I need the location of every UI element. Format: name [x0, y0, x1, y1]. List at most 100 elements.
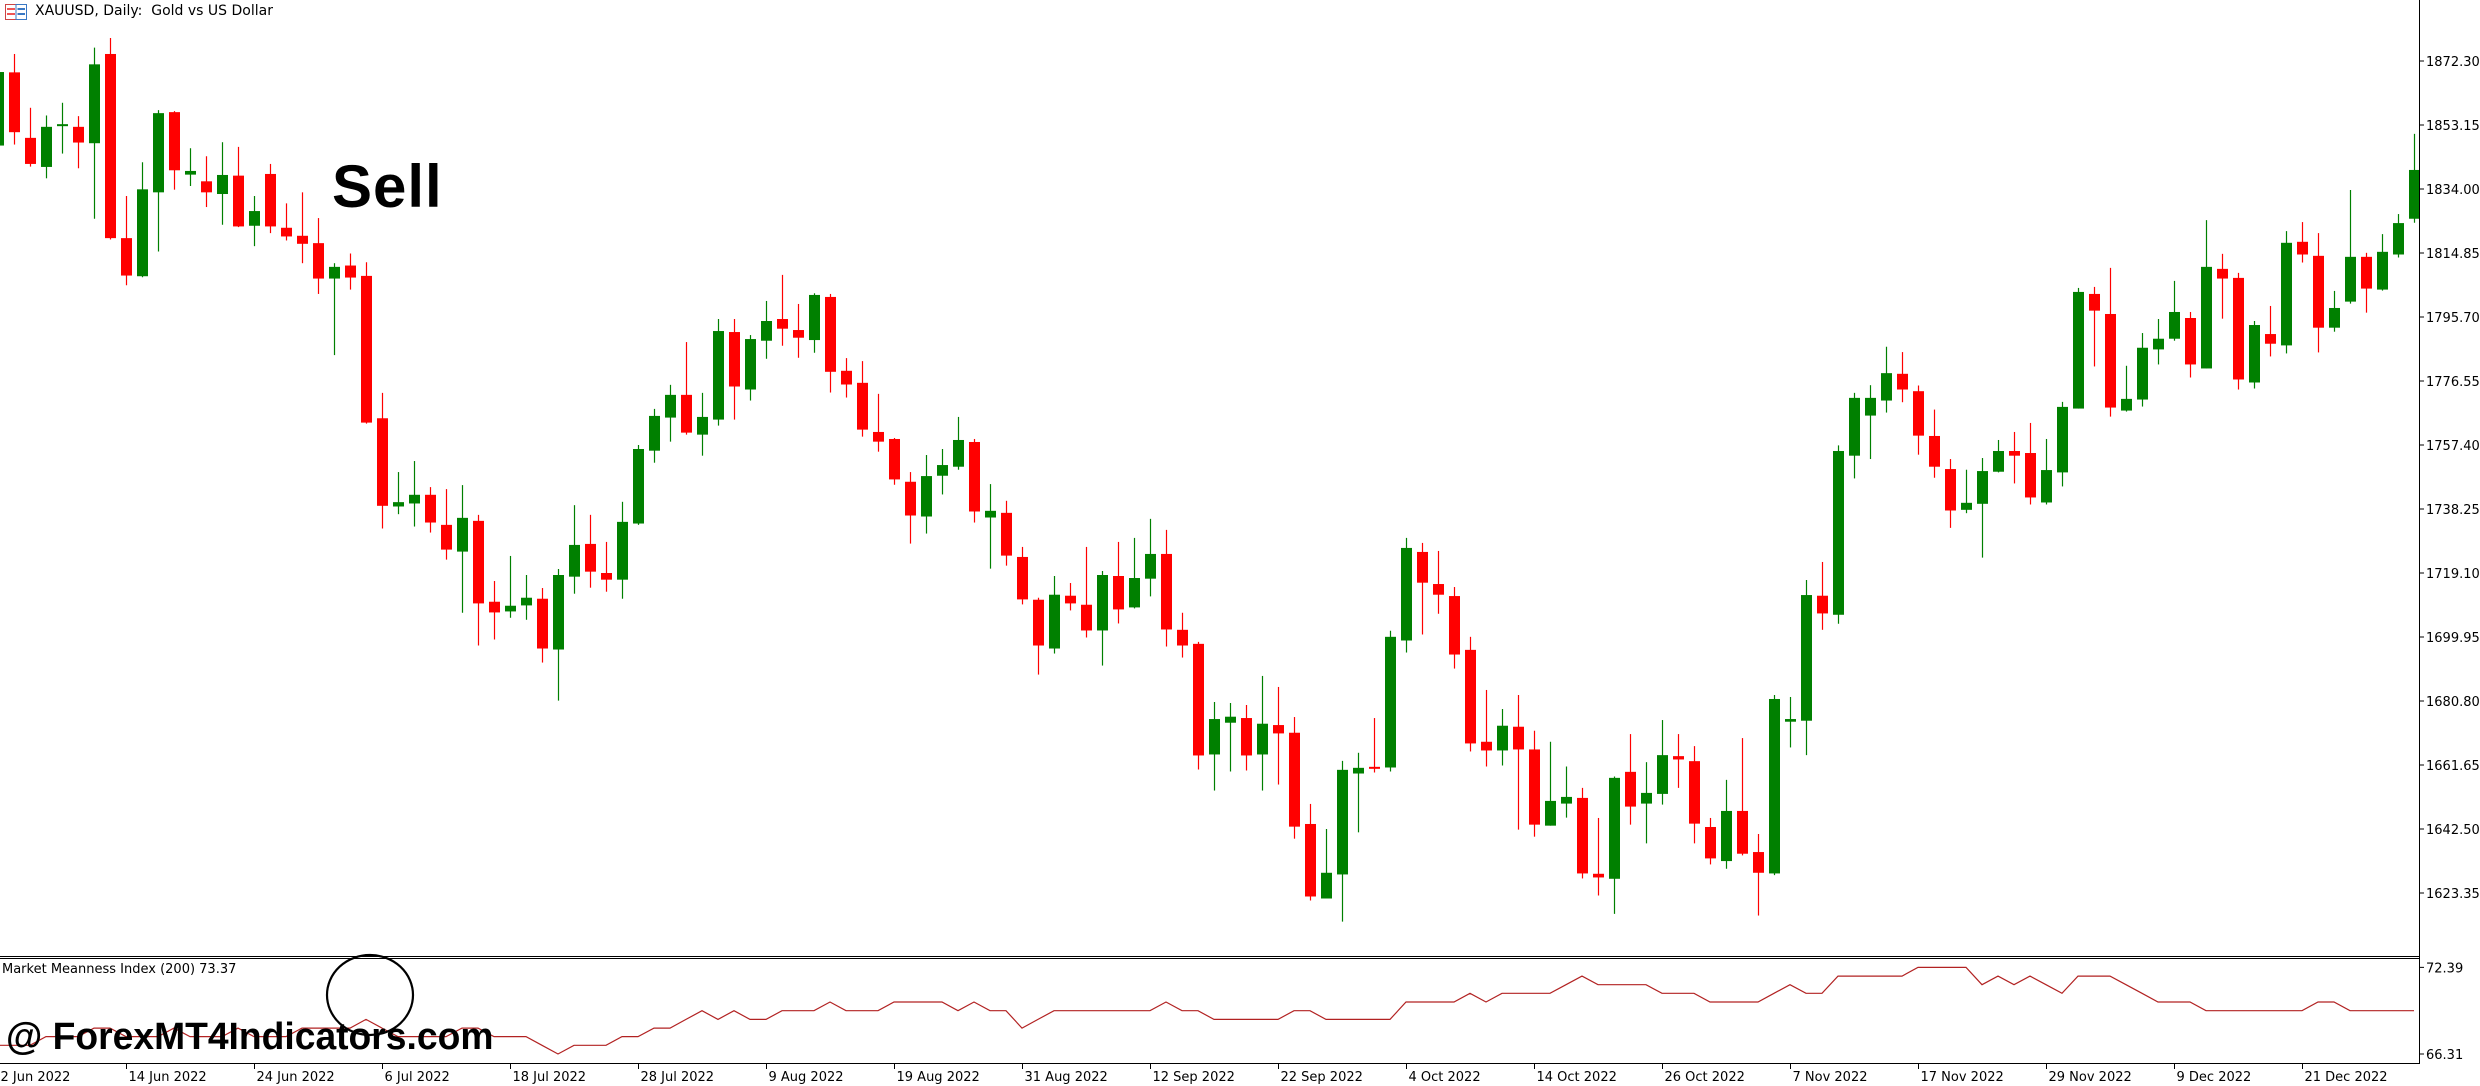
candle — [1177, 612, 1188, 658]
candle-body — [2137, 347, 2148, 400]
candle — [1993, 439, 2004, 473]
candle-body — [1161, 553, 1172, 630]
time-tick-label: 29 Nov 2022 — [2049, 1070, 2132, 1085]
price-tick-label: 1795.70 — [2426, 311, 2480, 326]
candle-body — [25, 137, 36, 164]
candle — [585, 514, 596, 588]
candle-body — [1689, 761, 1700, 824]
time-axis[interactable]: 2 Jun 2022 14 Jun 2022 24 Jun 2022 6 Jul 20… — [0, 1063, 2388, 1085]
candle — [937, 449, 948, 495]
candle — [1257, 675, 1268, 791]
candle-body — [393, 502, 404, 507]
candle — [121, 196, 132, 286]
candle — [1209, 701, 1220, 791]
candle — [2025, 422, 2036, 505]
candle — [1801, 580, 1812, 756]
candle — [1977, 458, 1988, 558]
candle-body — [1049, 594, 1060, 649]
candle-body — [905, 481, 916, 516]
candle — [617, 501, 628, 599]
candle-body — [1849, 397, 1860, 456]
time-tick-label: 28 Jul 2022 — [641, 1070, 715, 1085]
candle-body — [1257, 723, 1268, 755]
candle — [409, 461, 420, 527]
candle — [1193, 641, 1204, 770]
candle — [841, 358, 852, 398]
price-tick-label: 1834.00 — [2426, 183, 2480, 198]
candle-body — [1785, 719, 1796, 722]
candle — [969, 438, 980, 523]
time-tick-label: 9 Aug 2022 — [769, 1070, 844, 1085]
candle — [1625, 734, 1636, 825]
time-tick-label: 19 Aug 2022 — [897, 1070, 980, 1085]
candle — [2137, 333, 2148, 407]
candle — [777, 274, 788, 346]
candle — [553, 568, 564, 701]
candle — [1817, 561, 1828, 630]
price-tick-label: 1661.65 — [2426, 759, 2480, 774]
candle — [1369, 718, 1380, 773]
candle-body — [1225, 716, 1236, 723]
chart-title: XAUUSD, Daily: Gold vs US Dollar — [35, 3, 273, 19]
candle — [2121, 365, 2132, 412]
candle-body — [2233, 277, 2244, 380]
candle-body — [313, 243, 324, 279]
candle-body — [73, 126, 84, 143]
candle — [505, 555, 516, 618]
candle — [1593, 817, 1604, 896]
candle — [729, 319, 740, 420]
candle — [1545, 741, 1556, 826]
candle — [473, 514, 484, 646]
candle-body — [1449, 596, 1460, 655]
candle-body — [1497, 725, 1508, 751]
candle — [2169, 280, 2180, 341]
candle — [297, 192, 308, 264]
time-tick-label: 21 Dec 2022 — [2305, 1070, 2388, 1085]
candle-body — [1593, 873, 1604, 878]
candle — [457, 485, 468, 613]
candle — [153, 110, 164, 252]
chart-frame — [0, 0, 2420, 1064]
candle-body — [601, 572, 612, 580]
candle — [2073, 287, 2084, 409]
candle-body — [1993, 451, 2004, 472]
candle — [1241, 705, 1252, 771]
candle-body — [2025, 453, 2036, 498]
candle-body — [217, 174, 228, 195]
time-tick-label: 12 Sep 2022 — [1153, 1070, 1235, 1085]
candle-body — [2009, 451, 2020, 456]
time-tick-label: 2 Jun 2022 — [1, 1070, 71, 1085]
candle — [281, 203, 292, 241]
candle-body — [137, 189, 148, 277]
candle-body — [1897, 373, 1908, 390]
candle-body — [2377, 251, 2388, 290]
candle — [1913, 385, 1924, 455]
candle-body — [1177, 629, 1188, 646]
candle-body — [1865, 397, 1876, 416]
candle-body — [1977, 471, 1988, 504]
price-axis[interactable]: 1872.30 1853.15 1834.00 1814.85 1795.70 1776.… — [2419, 55, 2480, 902]
candle — [2329, 290, 2340, 332]
candle — [1833, 445, 1844, 624]
candle — [2393, 214, 2404, 258]
candle-body — [2105, 313, 2116, 408]
candle-body — [1033, 599, 1044, 646]
candle-body — [1513, 726, 1524, 750]
candle-body — [681, 394, 692, 433]
candle — [1497, 709, 1508, 766]
sell-annotation: Sell — [332, 153, 443, 220]
candle-body — [489, 601, 500, 613]
candle — [249, 196, 260, 247]
candle-body — [777, 319, 788, 329]
candle-body — [1737, 810, 1748, 854]
meanness-index-line — [0, 966, 2414, 1055]
candle — [73, 116, 84, 169]
candle-body — [921, 476, 932, 517]
candle-body — [2345, 256, 2356, 302]
candle-body — [1609, 777, 1620, 879]
candle-body — [809, 294, 820, 341]
candle-body — [2185, 317, 2196, 365]
candle — [0, 72, 4, 146]
candle-body — [1273, 725, 1284, 734]
candle-body — [0, 72, 4, 146]
